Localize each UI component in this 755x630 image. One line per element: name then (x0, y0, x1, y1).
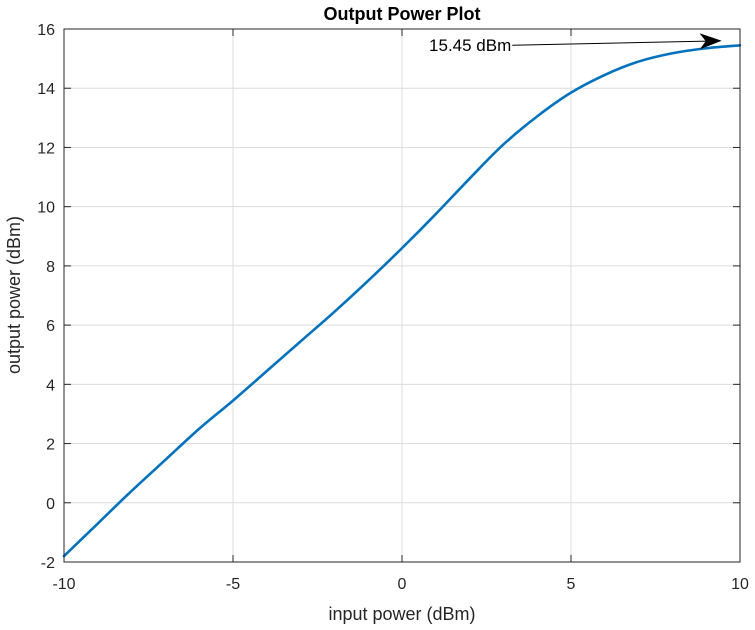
y-axis-label: output power (dBm) (4, 216, 24, 374)
chart-title: Output Power Plot (324, 4, 481, 24)
x-tick-label: 10 (731, 576, 749, 593)
x-tick-label: 5 (567, 576, 576, 593)
ticks: -10 -5 0 5 10 -2 0 2 4 6 8 10 12 14 16 (37, 22, 749, 593)
x-tick-label: -5 (226, 576, 240, 593)
y-tick-label: 8 (46, 259, 55, 276)
y-tick-label: 12 (37, 140, 55, 157)
y-tick-label: 16 (37, 22, 55, 39)
annotations: 15.45 dBm (429, 33, 722, 55)
y-tick-label: 4 (46, 377, 55, 394)
series-layer (62, 43, 742, 558)
x-tick-label: 0 (398, 576, 407, 593)
series-line (62, 43, 742, 558)
y-tick-label: 6 (46, 318, 55, 335)
x-tick-label: -10 (52, 576, 75, 593)
y-tick-label: 0 (46, 496, 55, 513)
grid (64, 29, 740, 562)
y-tick-label: 2 (46, 437, 55, 454)
x-axis-label: input power (dBm) (328, 604, 475, 624)
y-tick-label: -2 (41, 555, 55, 572)
annotation-text: 15.45 dBm (429, 36, 511, 55)
y-tick-label: 10 (37, 200, 55, 217)
y-tick-label: 14 (37, 81, 55, 98)
annotation-arrow (512, 33, 722, 50)
